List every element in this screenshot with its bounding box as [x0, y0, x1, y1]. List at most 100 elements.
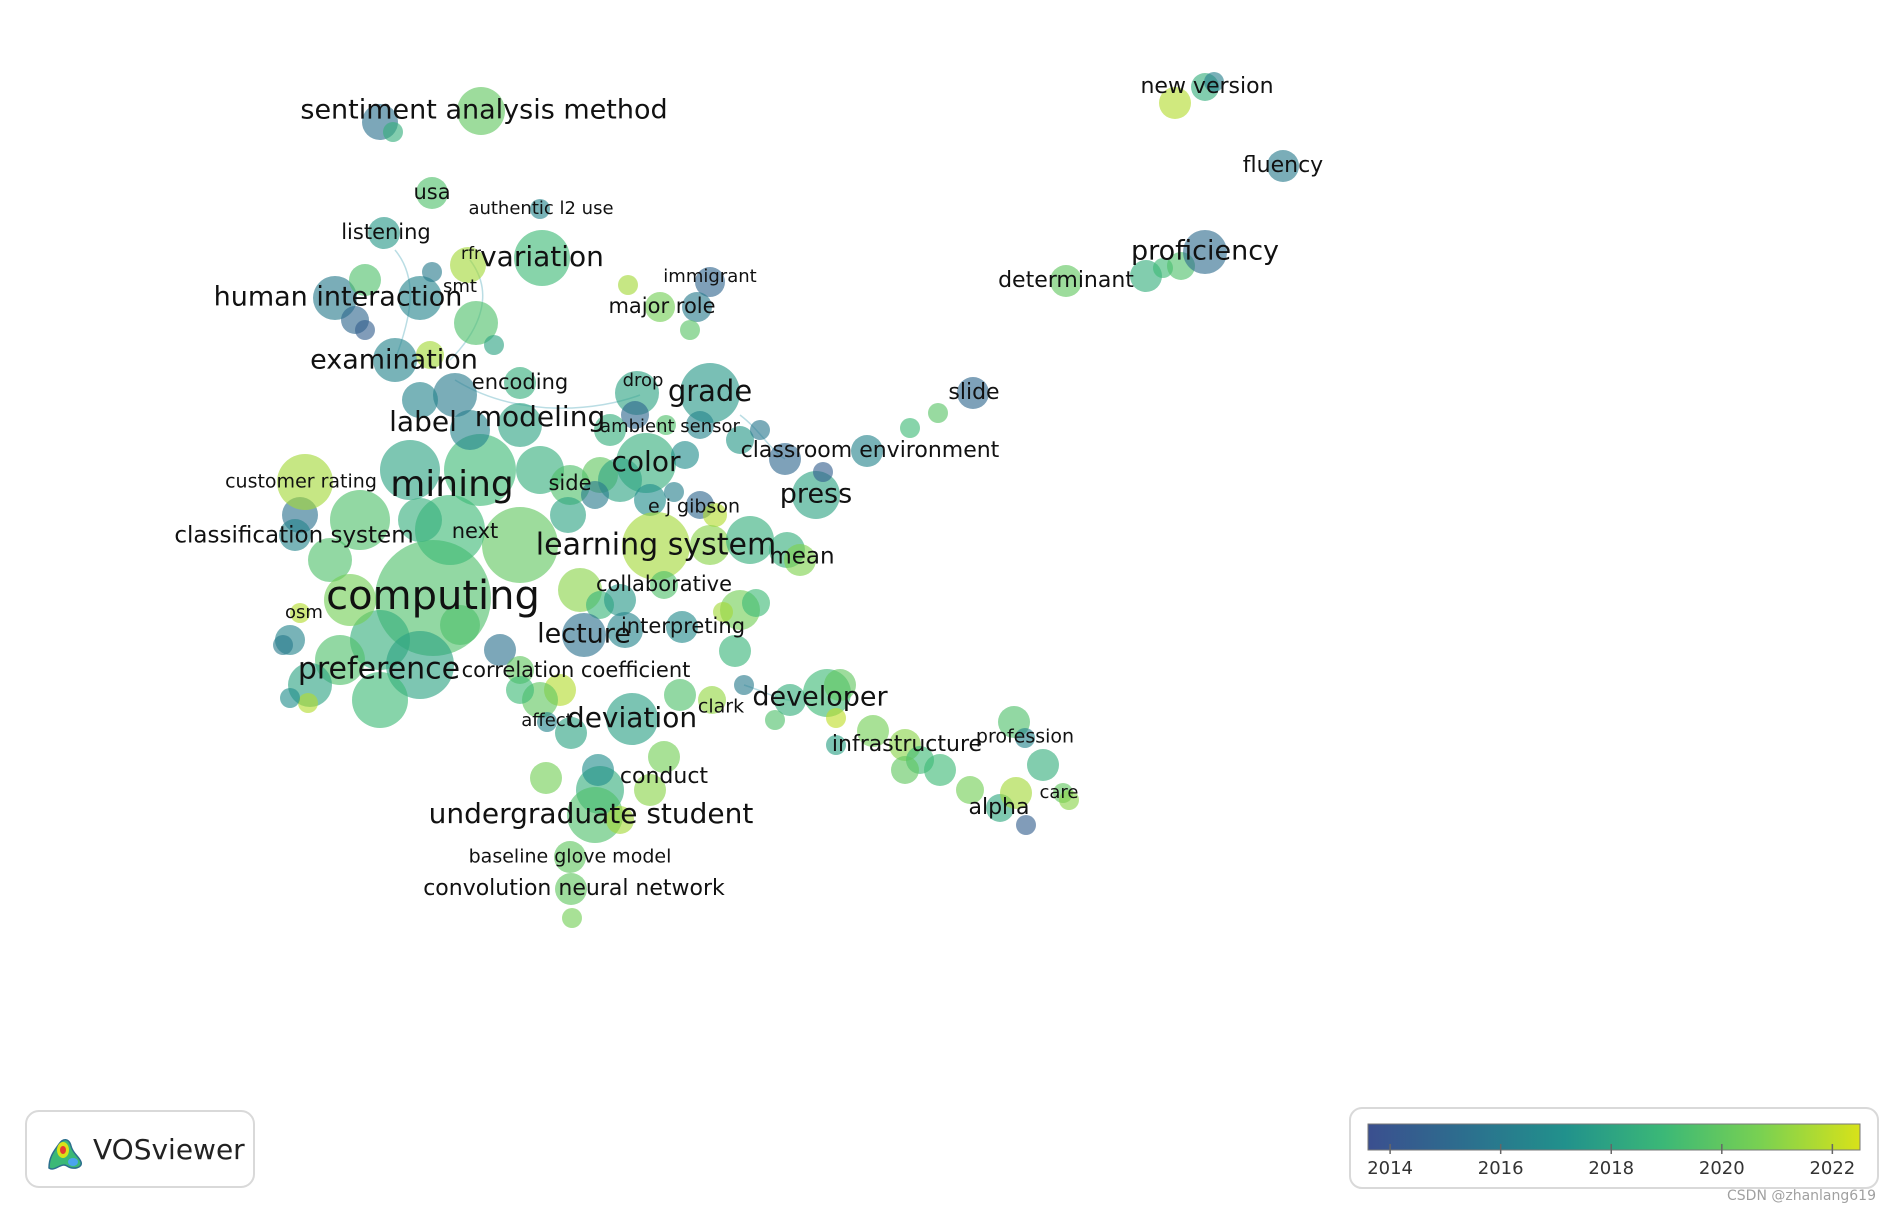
node-label-infrastructure[interactable]: infrastructure [832, 732, 982, 757]
network-bubble[interactable] [645, 292, 675, 322]
network-bubble[interactable] [279, 519, 311, 551]
node-label-ambient-sensor[interactable]: ambient sensor [600, 416, 741, 437]
network-bubble[interactable] [313, 276, 357, 320]
node-label-interpreting[interactable]: interpreting [621, 614, 745, 638]
network-bubble[interactable] [656, 415, 676, 435]
node-label-clark[interactable]: clark [698, 696, 744, 718]
network-bubble[interactable] [606, 693, 658, 745]
network-bubble[interactable] [650, 571, 678, 599]
node-label-mean[interactable]: mean [769, 544, 834, 570]
network-bubble[interactable] [1000, 777, 1032, 809]
network-bubble[interactable] [562, 613, 606, 657]
network-bubble[interactable] [308, 538, 352, 582]
node-label-computing[interactable]: computing [326, 573, 540, 619]
node-label-proficiency[interactable]: proficiency [1131, 236, 1279, 267]
node-label-determinant[interactable]: determinant [998, 268, 1134, 293]
network-bubble[interactable] [680, 363, 740, 423]
network-bubble[interactable] [440, 605, 480, 645]
node-label-slide[interactable]: slide [948, 380, 999, 405]
network-bubble[interactable] [928, 403, 948, 423]
network-bubble[interactable] [506, 676, 534, 704]
network-bubble[interactable] [734, 675, 754, 695]
network-bubble[interactable] [607, 612, 643, 648]
network-bubble[interactable] [824, 669, 856, 701]
node-label-lecture[interactable]: lecture [537, 619, 631, 650]
node-label-profession[interactable]: profession [976, 726, 1074, 748]
network-bubble[interactable] [664, 679, 696, 711]
network-bubble[interactable] [324, 574, 376, 626]
network-bubble[interactable] [891, 756, 919, 784]
network-bubble[interactable] [769, 443, 801, 475]
network-bubble[interactable] [634, 484, 666, 516]
network-bubble[interactable] [698, 686, 726, 714]
node-label-variation[interactable]: variation [480, 240, 604, 273]
network-bubble[interactable] [581, 481, 609, 509]
network-bubble[interactable] [562, 908, 582, 928]
node-label-deviation[interactable]: deviation [567, 701, 697, 734]
network-bubble[interactable] [851, 435, 883, 467]
node-label-usa[interactable]: usa [413, 180, 450, 204]
node-label-classroom-environment[interactable]: classroom environment [741, 438, 1000, 463]
network-bubble[interactable] [622, 512, 690, 580]
network-bubble[interactable] [482, 507, 558, 583]
network-bubble[interactable] [402, 382, 438, 418]
node-label-sentiment-analysis-method[interactable]: sentiment analysis method [300, 95, 667, 126]
network-bubble[interactable] [555, 873, 587, 905]
network-bubble[interactable] [484, 335, 504, 355]
network-bubble[interactable] [680, 320, 700, 340]
network-bubble[interactable] [550, 465, 590, 505]
network-bubble[interactable] [355, 320, 375, 340]
network-bubble[interactable] [1204, 72, 1224, 92]
network-bubble[interactable] [857, 715, 889, 747]
network-bubble[interactable] [416, 341, 444, 369]
node-label-osm[interactable]: osm [285, 602, 323, 623]
network-bubble[interactable] [504, 367, 536, 399]
node-label-alpha[interactable]: alpha [969, 795, 1030, 820]
network-bubble[interactable] [1050, 265, 1082, 297]
network-bubble[interactable] [774, 684, 806, 716]
node-label-listening[interactable]: listening [341, 220, 431, 244]
network-bubble[interactable] [726, 426, 754, 454]
network-bubble[interactable] [444, 434, 516, 506]
node-label-immigrant[interactable]: immigrant [663, 266, 756, 287]
network-bubble[interactable] [703, 503, 727, 527]
network-bubble[interactable] [368, 217, 400, 249]
network-bubble[interactable] [386, 631, 454, 699]
network-bubble[interactable] [280, 688, 300, 708]
network-bubble[interactable] [554, 841, 586, 873]
network-bubble[interactable] [666, 611, 698, 643]
network-bubble[interactable] [582, 754, 614, 786]
node-label-preference[interactable]: preference [298, 652, 460, 687]
node-label-fluency[interactable]: fluency [1243, 153, 1323, 178]
network-bubble[interactable] [530, 762, 562, 794]
node-label-modeling[interactable]: modeling [475, 400, 605, 433]
network-bubble[interactable] [454, 301, 498, 345]
network-bubble[interactable] [713, 602, 733, 622]
node-label-correlation-coefficient[interactable]: correlation coefficient [462, 658, 691, 682]
network-bubble[interactable] [1016, 815, 1036, 835]
network-bubble[interactable] [277, 454, 333, 510]
network-bubble[interactable] [726, 516, 774, 564]
network-bubble[interactable] [900, 418, 920, 438]
network-bubble[interactable] [398, 498, 442, 542]
network-bubble[interactable] [484, 634, 516, 666]
network-bubble[interactable] [606, 806, 634, 834]
network-bubble[interactable] [957, 377, 989, 409]
network-bubble[interactable] [671, 441, 699, 469]
node-label-collaborative[interactable]: collaborative [596, 572, 732, 596]
network-bubble[interactable] [826, 708, 846, 728]
node-label-affect[interactable]: affect [521, 710, 572, 731]
network-bubble[interactable] [290, 603, 310, 623]
network-bubble[interactable] [1015, 728, 1035, 748]
network-bubble[interactable] [398, 276, 442, 320]
network-bubble[interactable] [648, 741, 680, 773]
node-label-authentic-l2-use[interactable]: authentic l2 use [468, 198, 613, 219]
network-bubble[interactable] [537, 712, 557, 732]
node-label-convolution-neural-network[interactable]: convolution neural network [423, 876, 725, 901]
node-label-encoding[interactable]: encoding [472, 370, 568, 394]
node-label-side[interactable]: side [548, 471, 591, 495]
network-bubble[interactable] [1059, 790, 1079, 810]
network-bubble[interactable] [621, 401, 649, 429]
node-label-color[interactable]: color [612, 445, 681, 478]
node-label-smt[interactable]: smt [443, 276, 477, 297]
